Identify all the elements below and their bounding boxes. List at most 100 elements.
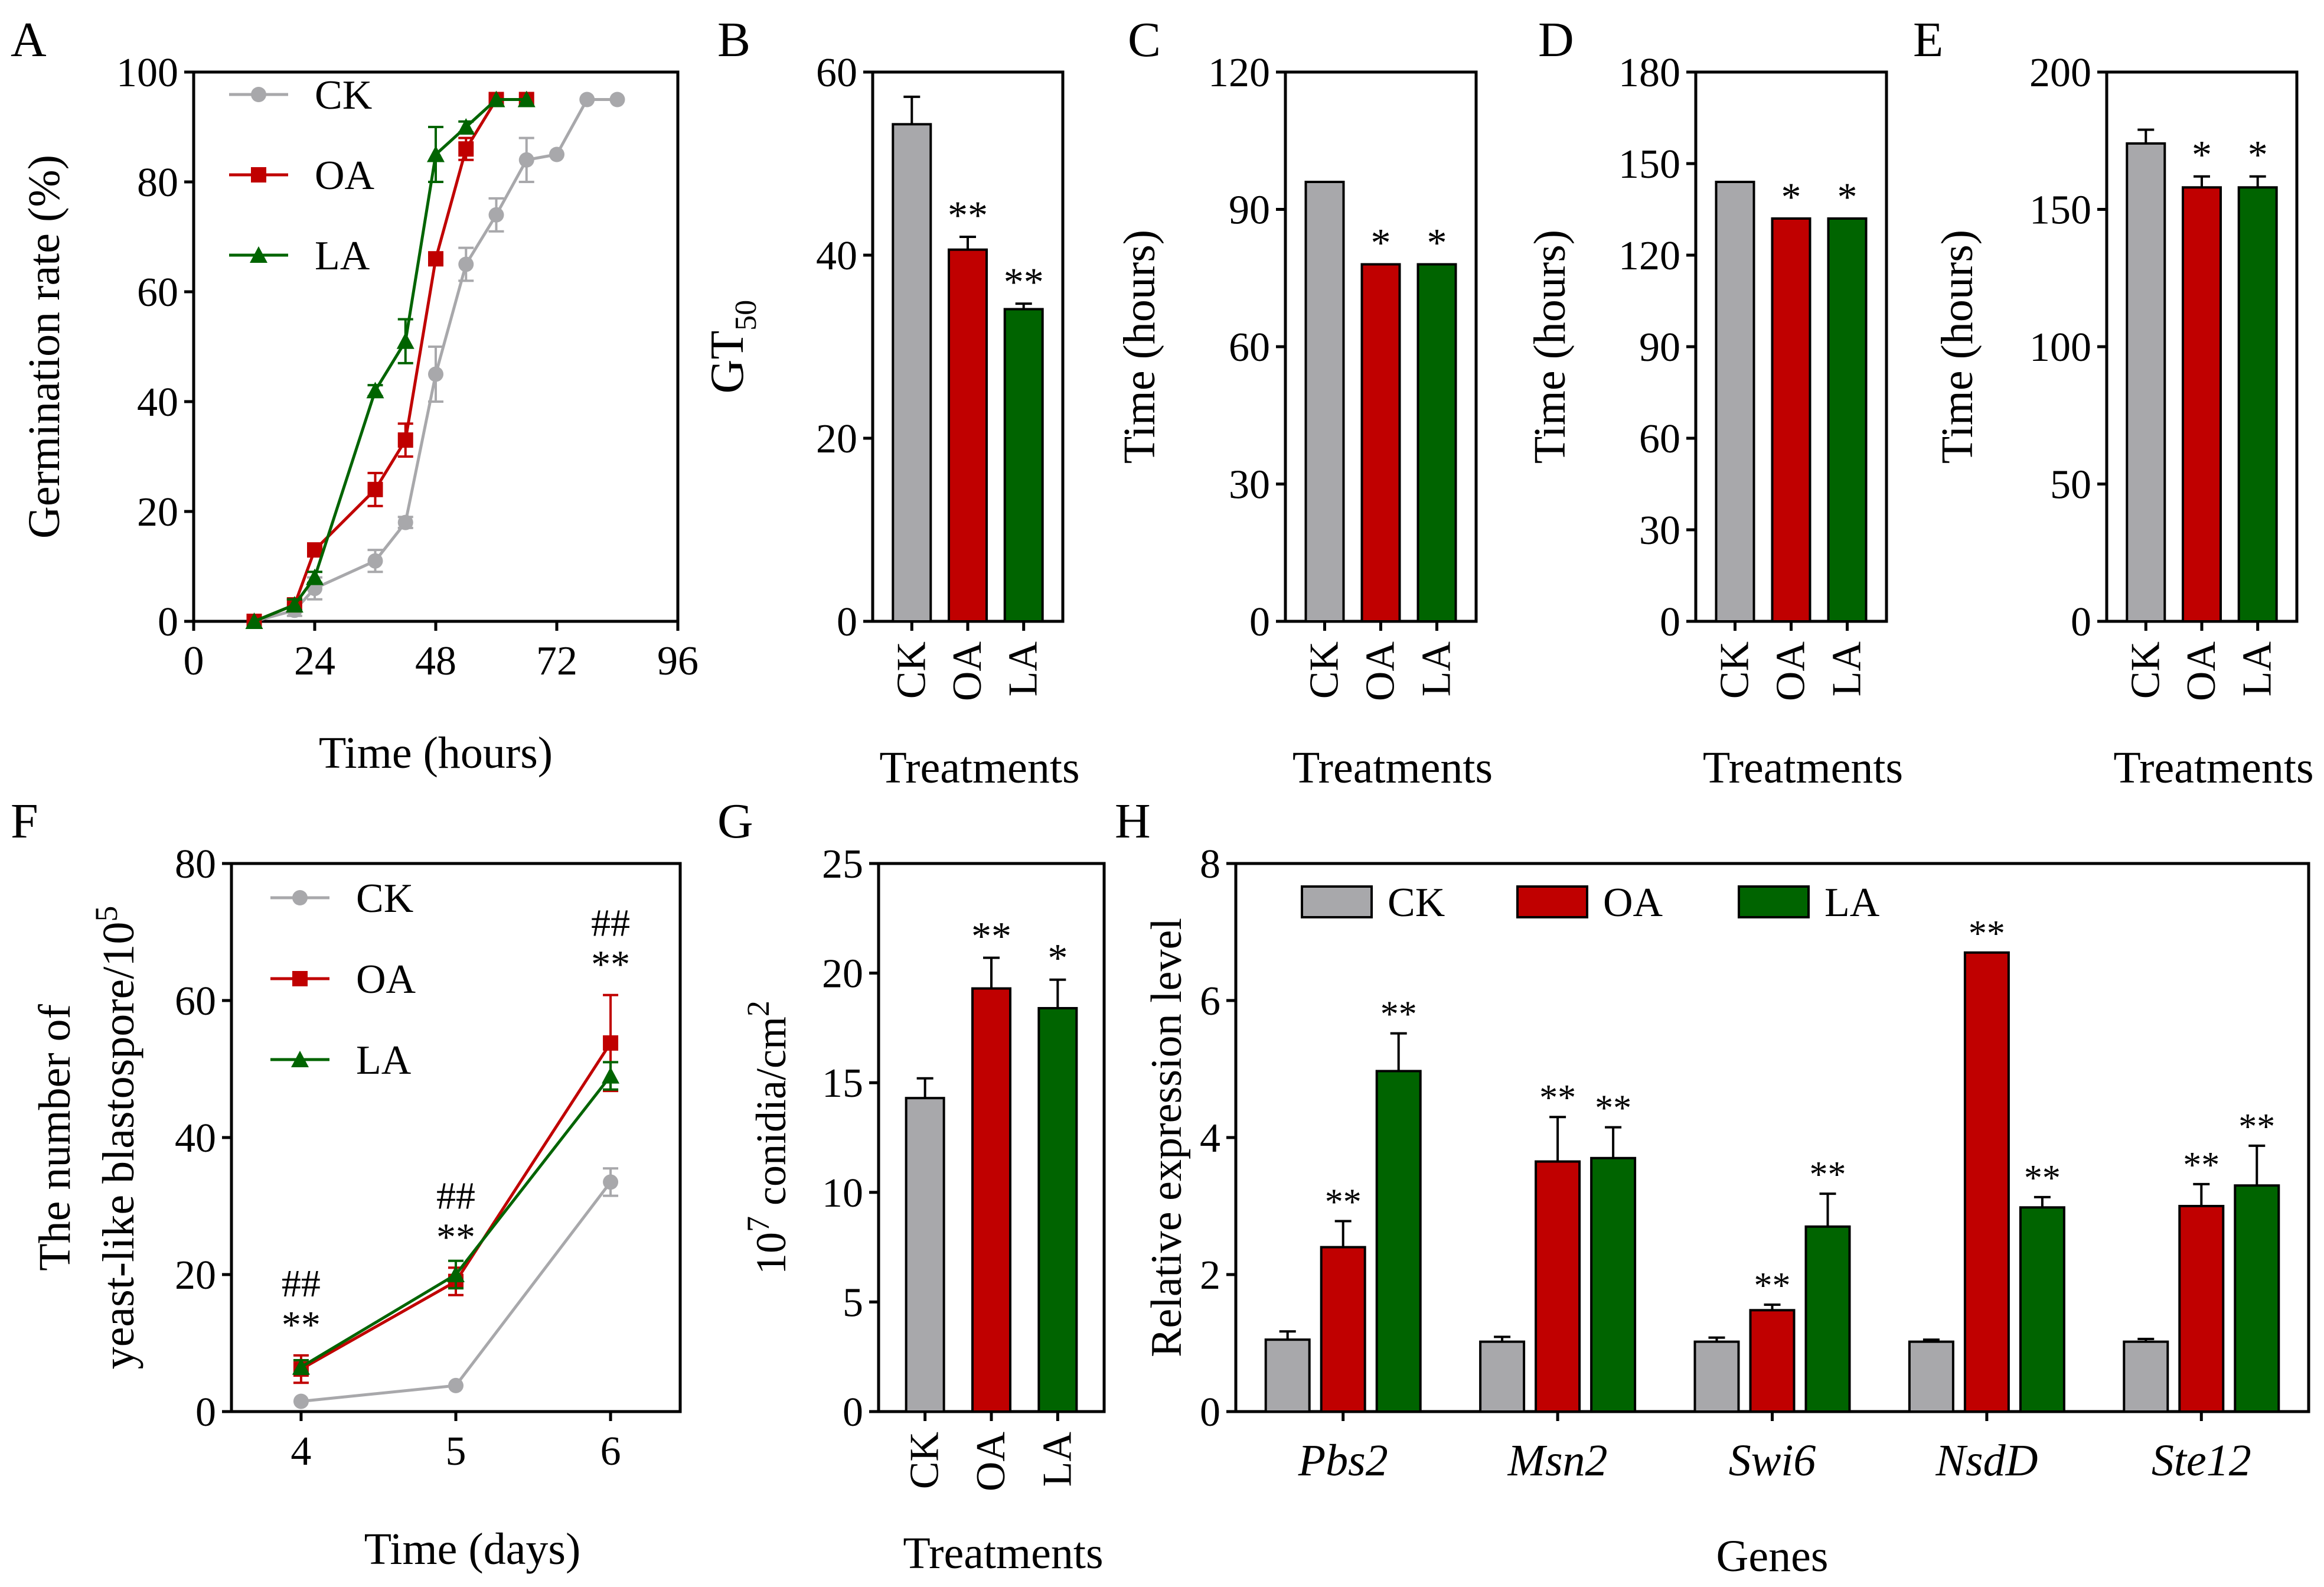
y-tick-label-F: 40 [175,1116,216,1161]
y-tick-label-B: 0 [837,599,857,645]
bar-oa [1360,263,1401,623]
y-tick-label-H: 0 [1200,1390,1220,1435]
y-tick-label-D: 150 [1618,142,1680,187]
y-tick-label-E: 150 [2029,188,2091,233]
x-axis-label-E: Treatments [2113,743,2313,793]
y-tick-label-D: 0 [1660,599,1680,645]
legend-marker-la [250,246,267,263]
bar-oa [2182,186,2222,623]
legend-label-oa: OA [315,153,375,198]
x-tick-label: CK [889,641,934,699]
x-tick-label: CK [1712,641,1758,699]
x-tick-label: OA [1768,641,1814,702]
bar-ck [1908,1340,1954,1413]
x-axis-label-H: Genes [1716,1531,1829,1581]
bar-la [2237,186,2278,623]
y-tick-label-D: 120 [1618,233,1680,279]
legend-label-oa: OA [356,957,416,1002]
y-axis-label-A: Germination rate (%) [19,155,69,539]
bar-la [1003,308,1044,623]
y-tick-label-G: 15 [822,1061,863,1106]
data-point-ck [293,1393,309,1409]
data-point-la [366,382,384,399]
x-tick-label: OA [2179,641,2224,702]
x-tick-label-F: 5 [446,1429,466,1474]
significance-mark: ** [1969,914,2005,954]
x-axis-label-A: Time (hours) [319,728,553,778]
panel-label-B: B [717,12,750,67]
x-tick-label: CK [2123,641,2168,699]
y-tick-label-A: 40 [137,380,178,425]
bar-la [1590,1156,1637,1413]
x-tick-label: CK [1302,641,1347,699]
data-point-ck [488,207,504,223]
x-tick-label-F: 4 [290,1429,311,1474]
data-point-oa [428,251,443,267]
legend-marker-oa [251,167,266,183]
y-tick-label-B: 40 [816,233,857,279]
bar-ck [1264,1338,1311,1413]
data-point-la [517,90,536,107]
y-tick-label-H: 4 [1200,1116,1220,1161]
data-point-la [447,1266,465,1282]
y-tick-label-G: 10 [822,1171,863,1216]
data-point-la [285,596,303,613]
significance-mark: ** [2024,1158,2061,1198]
significance-mark: * [1047,936,1068,980]
x-axis-label-F: Time (days) [364,1524,581,1574]
data-point-ck [458,256,474,272]
data-point-ck [609,92,625,107]
y-tick-label-G: 20 [822,951,863,997]
data-point-ck [448,1377,464,1393]
data-point-la [487,90,505,107]
y-axis-label-G: 107 conidia/cm2 [740,1001,795,1275]
y-tick-label-A: 100 [116,50,178,96]
data-point-oa [458,141,474,157]
y-tick-label-C: 120 [1208,50,1270,96]
y-tick-label-G: 5 [843,1280,863,1325]
significance-mark: * [2248,132,2268,177]
y-tick-label-E: 100 [2029,325,2091,370]
bar-ck [1304,181,1345,623]
bar-la [1416,263,1457,623]
data-point-la [306,568,324,585]
significance-mark: ** [2238,1107,2275,1147]
data-point-ck [579,92,595,107]
x-tick-label: LA [1824,641,1870,697]
data-point-la [602,1067,620,1084]
x-tick-label: CK [902,1432,948,1489]
legend-label-ck: CK [356,876,413,921]
legend-label-oa: OA [1603,880,1663,926]
x-axis-label-C: Treatments [1292,743,1493,793]
panel-label-G: G [717,794,753,849]
data-point-ck [549,146,564,162]
y-tick-label-C: 0 [1249,599,1270,645]
y-tick-label-B: 60 [816,50,857,96]
significance-mark: ** [1004,259,1044,304]
y-tick-label-E: 200 [2029,50,2091,96]
data-point-la [427,145,445,162]
legend-swatch-oa [1516,885,1588,918]
legend-marker-ck [292,890,308,905]
significance-mark: * [1427,220,1447,265]
bar-la [1827,217,1868,623]
bar-ck [1479,1340,1526,1413]
figure-panels: 0204060BCK**OA**LATreatmentsGT5003060901… [11,12,2314,1581]
y-tick-label-D: 180 [1618,50,1680,96]
significance-hash: ## [436,1174,475,1217]
x-axis-label-D: Treatments [1703,743,1903,793]
significance-mark: * [1837,174,1858,219]
data-point-oa [307,542,322,558]
bar-ck [892,123,932,623]
bar-oa [1749,1309,1796,1413]
panel-label-D: D [1538,12,1574,67]
legend-swatch-la [1738,885,1810,918]
gene-label: Msn2 [1507,1436,1608,1485]
significance-mark: ** [2183,1145,2219,1185]
significance-mark: * [1371,220,1391,265]
panel-label-E: E [1913,12,1943,67]
gene-label: NsdD [1935,1436,2038,1485]
bar-oa [1771,217,1811,623]
bar-ck [2123,1340,2169,1413]
y-tick-label-E: 50 [2050,462,2091,508]
